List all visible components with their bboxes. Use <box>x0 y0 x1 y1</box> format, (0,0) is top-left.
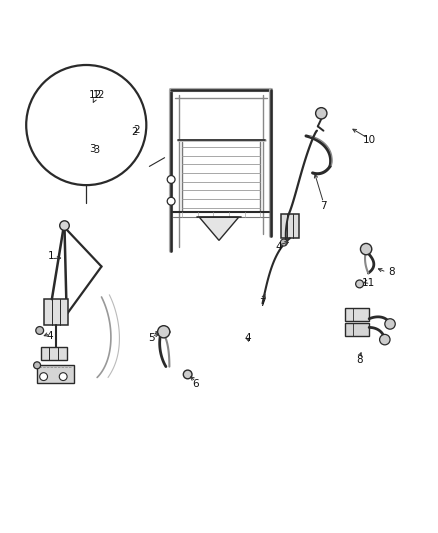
Circle shape <box>36 327 44 334</box>
Circle shape <box>360 244 372 255</box>
Text: 1: 1 <box>48 251 55 261</box>
Polygon shape <box>41 347 67 360</box>
Circle shape <box>40 373 47 381</box>
Text: 2: 2 <box>133 125 140 135</box>
Text: 5: 5 <box>148 333 155 343</box>
Text: 11: 11 <box>362 278 375 288</box>
Text: 3: 3 <box>93 145 99 155</box>
Circle shape <box>316 108 327 119</box>
Circle shape <box>158 326 170 338</box>
Circle shape <box>34 362 41 369</box>
Polygon shape <box>345 323 369 336</box>
Circle shape <box>26 65 146 185</box>
Circle shape <box>380 334 390 345</box>
Circle shape <box>280 239 287 246</box>
Text: 8: 8 <box>356 355 363 365</box>
Text: 6: 6 <box>193 379 199 389</box>
Circle shape <box>184 370 192 379</box>
Text: 12: 12 <box>93 91 106 100</box>
Text: 4: 4 <box>244 333 251 343</box>
Circle shape <box>385 319 395 329</box>
Polygon shape <box>345 308 369 321</box>
Polygon shape <box>44 299 68 325</box>
Text: 4: 4 <box>276 242 283 252</box>
Text: 3: 3 <box>89 144 96 154</box>
Circle shape <box>356 280 364 288</box>
Polygon shape <box>81 103 103 140</box>
Polygon shape <box>37 365 74 383</box>
Polygon shape <box>281 214 299 238</box>
Text: 4: 4 <box>47 331 53 341</box>
Text: 7: 7 <box>259 298 266 309</box>
Polygon shape <box>199 217 239 240</box>
Circle shape <box>167 197 175 205</box>
Text: 10: 10 <box>363 135 376 146</box>
Text: 7: 7 <box>320 200 327 211</box>
Text: 12: 12 <box>88 91 102 100</box>
Polygon shape <box>104 107 116 137</box>
Circle shape <box>60 98 71 109</box>
Circle shape <box>60 221 69 230</box>
Circle shape <box>167 175 175 183</box>
Circle shape <box>59 373 67 381</box>
Text: 2: 2 <box>131 127 137 138</box>
Text: 8: 8 <box>389 267 395 277</box>
